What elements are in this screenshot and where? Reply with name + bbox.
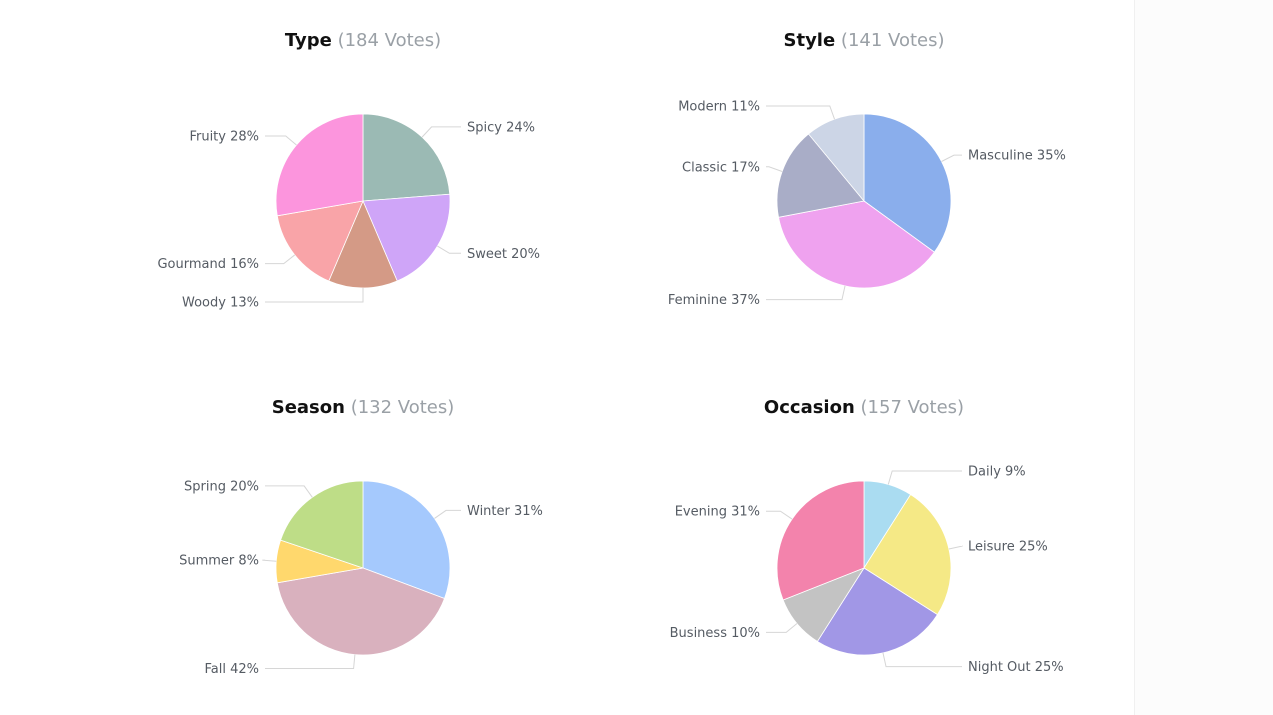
chart-votes-count: (132 Votes): [350, 397, 455, 418]
slice-label: Spring 20%: [184, 479, 259, 494]
pie-slice-spicy[interactable]: [362, 113, 451, 202]
label-leader-line: [262, 559, 277, 562]
label-leader-line: [421, 126, 461, 138]
label-leader-line: [887, 470, 962, 485]
label-leader-line: [265, 485, 313, 498]
style-chart: Style (141 Votes) Masculine 35% Feminine …: [594, 0, 1134, 340]
slice-label: Winter 31%: [467, 504, 543, 519]
label-leader-line: [434, 509, 461, 519]
chart-title-text: Type: [284, 30, 332, 51]
pie-slice-masculine[interactable]: [863, 113, 952, 253]
occasion-chart: Occasion (157 Votes) Daily 9% Leisure 25%…: [594, 367, 1134, 707]
slice-label: Sweet 20%: [467, 247, 540, 262]
label-leader-line: [766, 105, 836, 120]
chart-title: Season (132 Votes): [93, 397, 633, 418]
label-leader-line: [265, 288, 364, 303]
slice-label: Classic 17%: [682, 160, 760, 175]
chart-title-text: Season: [271, 397, 345, 418]
pie-chart: Masculine 35% Feminine 37% Classic 17% Mode…: [668, 99, 1066, 308]
label-leader-line: [766, 166, 783, 173]
pie-slice-fruity[interactable]: [275, 113, 364, 217]
slice-label: Gourmand 16%: [157, 257, 259, 272]
label-leader-line: [948, 545, 963, 550]
chart-title: Type (184 Votes): [93, 30, 633, 51]
label-leader-line: [437, 245, 461, 254]
pie-chart: Spicy 24% Sweet 20% Woody 13% Gourmand 16% F…: [157, 113, 540, 311]
slice-label: Night Out 25%: [968, 660, 1064, 675]
slice-label: Masculine 35%: [968, 149, 1066, 164]
label-leader-line: [941, 154, 962, 162]
chart-title-text: Style: [783, 30, 836, 51]
chart-title: Style (141 Votes): [594, 30, 1134, 51]
slice-label: Feminine 37%: [668, 293, 760, 308]
label-leader-line: [265, 135, 297, 146]
pie-slice-fall[interactable]: [276, 567, 446, 656]
pie-chart: Winter 31% Fall 42% Summer 8% Spring 20%: [179, 479, 543, 677]
label-leader-line: [766, 285, 846, 301]
chart-votes-count: (157 Votes): [860, 397, 965, 418]
slice-label: Daily 9%: [968, 465, 1026, 480]
slice-label: Fruity 28%: [189, 129, 259, 144]
chart-votes-count: (141 Votes): [840, 30, 945, 51]
label-leader-line: [265, 254, 296, 265]
right-sidebar: [1134, 0, 1273, 715]
label-leader-line: [766, 623, 798, 633]
slice-label: Business 10%: [670, 626, 760, 641]
pie-slice-winter[interactable]: [362, 480, 451, 599]
label-leader-line: [766, 510, 793, 520]
slice-label: Woody 13%: [182, 296, 259, 311]
chart-title: Occasion (157 Votes): [594, 397, 1134, 418]
type-chart: Type (184 Votes) Spicy 24% Sweet 20% Woody…: [93, 0, 633, 340]
slice-label: Fall 42%: [204, 662, 259, 677]
chart-title-text: Occasion: [763, 397, 855, 418]
chart-votes-count: (184 Votes): [337, 30, 442, 51]
pie-chart: Daily 9% Leisure 25% Night Out 25% Business…: [670, 465, 1064, 676]
slice-label: Modern 11%: [678, 99, 760, 114]
slice-label: Evening 31%: [675, 505, 760, 520]
label-leader-line: [265, 654, 356, 670]
slice-label: Summer 8%: [179, 554, 259, 569]
slice-label: Leisure 25%: [968, 539, 1048, 554]
label-leader-line: [882, 652, 962, 668]
pie-slice-feminine[interactable]: [778, 200, 935, 289]
slice-label: Spicy 24%: [467, 120, 535, 135]
season-chart: Season (132 Votes) Winter 31% Fall 42% Sum…: [93, 367, 633, 707]
